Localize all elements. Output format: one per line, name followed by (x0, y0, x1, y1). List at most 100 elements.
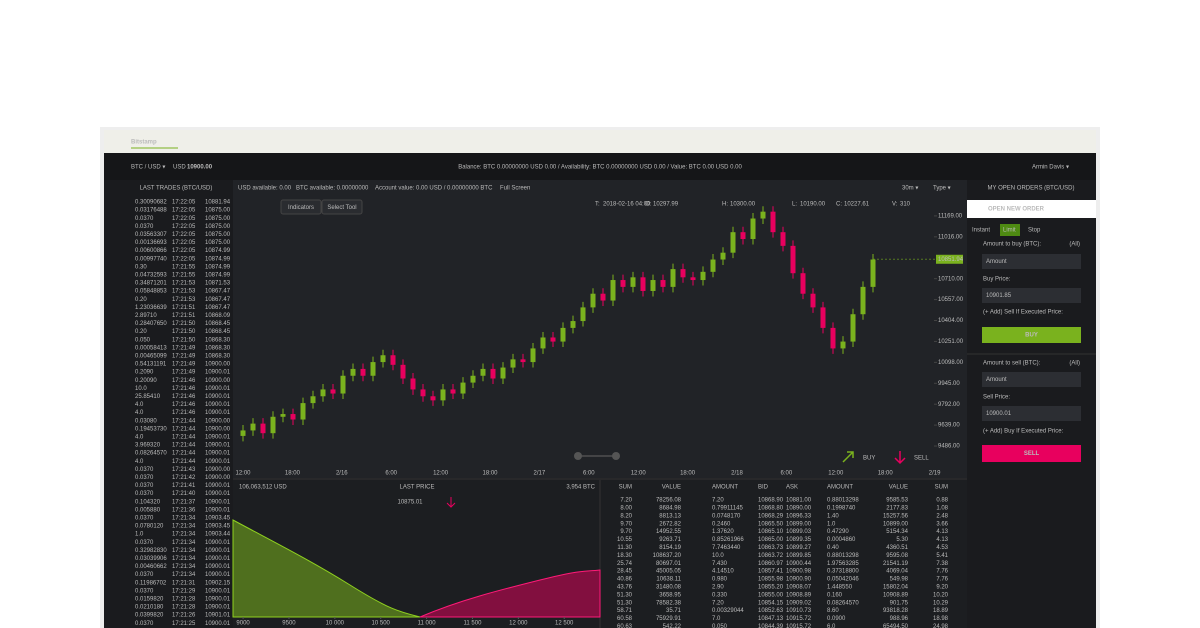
trade-amount: 0.104320 (135, 499, 161, 505)
order-book-cell: 51.30 (617, 600, 633, 606)
buy-shortcut[interactable]: BUY (863, 456, 875, 462)
depth-x-tick-label: 9500 (282, 621, 296, 627)
input-text[interactable]: Amount (986, 377, 1007, 383)
x-tick-label: 18:00 (878, 471, 894, 477)
trade-price: 10868.45 (205, 329, 231, 335)
order-book-cell: 10844.39 (758, 624, 784, 628)
trade-price: 10900.01 (205, 370, 231, 376)
input-text[interactable]: 10901.85 (986, 293, 1012, 299)
order-book-cell: 25.74 (617, 561, 633, 567)
ohlc-key: T: (595, 202, 600, 208)
toolbar-button[interactable] (280, 199, 322, 215)
trade-amount: 0.00058413 (135, 345, 167, 351)
user-menu[interactable]: Armin Davis ▾ (1032, 165, 1069, 171)
type-selector[interactable]: Type ▾ (933, 186, 951, 192)
order-book-cell: 7.20 (620, 498, 632, 504)
trade-price: 10900.01 (205, 596, 231, 602)
order-book-header: VALUE (889, 485, 908, 491)
trade-amount: 0.005880 (135, 507, 161, 513)
order-book-cell: 108637.20 (653, 553, 682, 559)
order-book-cell: 10852.63 (758, 608, 784, 614)
order-book-cell: 7.76 (936, 569, 948, 575)
order-book-cell: 8154.19 (659, 545, 681, 551)
depth-x-tick-label: 9000 (236, 621, 250, 627)
ohlc-value: 10300.00 (730, 202, 756, 208)
input[interactable] (982, 406, 1081, 421)
order-tab-label[interactable]: OPEN NEW ORDER (988, 207, 1045, 213)
x-tick-label: 6:00 (583, 471, 595, 477)
pair-selector[interactable]: BTC / USD ▾ (131, 165, 165, 171)
buy-arrow[interactable] (842, 451, 854, 463)
add-link[interactable]: (+ Add) Buy If Executed Price: (983, 429, 1064, 435)
ask-depth-area (419, 569, 601, 618)
y-tick-label: 10098.00 (938, 360, 964, 366)
sell-arrow[interactable] (894, 451, 906, 465)
zoom-in[interactable] (612, 452, 620, 460)
sell-button-label[interactable]: SELL (1024, 451, 1040, 457)
add-link[interactable]: (+ Add) Sell If Executed Price: (983, 310, 1063, 316)
trade-price: 10875.00 (205, 240, 231, 246)
order-book-cell: 8.60 (827, 608, 839, 614)
trade-amount: 0.0370 (135, 588, 154, 594)
all-link[interactable]: (All) (1069, 361, 1080, 367)
interval-selector[interactable]: 30m ▾ (902, 186, 918, 192)
trade-price: 10900.01 (205, 621, 231, 627)
candle-body (570, 321, 576, 328)
order-book-cell: 0.79911145 (712, 505, 743, 511)
input-text[interactable]: Amount (986, 259, 1007, 265)
input-text[interactable]: 10900.01 (986, 411, 1012, 417)
order-book-cell: 0.160 (827, 592, 843, 598)
order-book-header: BID (758, 485, 769, 491)
order-book-cell: 10899.00 (883, 521, 909, 527)
candle-body (290, 414, 296, 420)
ask-total: 3,954 BTC (566, 485, 595, 491)
candle-body (450, 389, 456, 394)
trade-amount: 0.30090682 (135, 200, 167, 206)
order-book-cell: 10855.20 (758, 584, 784, 590)
y-tick-label: 11016.00 (938, 234, 963, 240)
order-book-cell: 9.20 (936, 584, 948, 590)
order-book-cell: 2672.82 (659, 521, 681, 527)
input[interactable] (982, 288, 1081, 303)
buy-button-label[interactable]: BUY (1025, 333, 1038, 339)
toolbar-button-label[interactable]: Select Tool (327, 205, 356, 211)
field-label: Amount to buy (BTC): (983, 242, 1041, 248)
trade-amount: 0.20090 (135, 378, 157, 384)
trade-time: 17:22:05 (172, 240, 196, 246)
order-mode[interactable]: Instant (972, 228, 990, 234)
trade-amount: 0.0210180 (135, 605, 164, 611)
trade-amount: 4.0 (135, 434, 144, 440)
sell-button[interactable] (982, 445, 1081, 462)
x-tick-label: 6:00 (781, 471, 793, 477)
trade-time: 17:21:34 (172, 564, 196, 570)
trade-time: 17:21:49 (172, 345, 196, 351)
sell-shortcut[interactable]: SELL (914, 456, 929, 462)
trade-time: 17:21:44 (172, 459, 196, 465)
field-label: Buy Price: (983, 277, 1011, 283)
full-screen[interactable]: Full Screen (500, 186, 530, 192)
input[interactable] (982, 372, 1081, 387)
trade-amount: 0.03176488 (135, 208, 167, 214)
all-link[interactable]: (All) (1069, 242, 1080, 248)
input[interactable] (982, 254, 1081, 269)
order-mode[interactable]: Limit (1003, 228, 1016, 234)
trade-amount: 0.0370 (135, 475, 154, 481)
y-tick-label: 9945.00 (938, 381, 960, 387)
candle-body (800, 273, 806, 294)
trade-time: 17:21:46 (172, 386, 196, 392)
order-book-cell: 10899.00 (786, 521, 812, 527)
trade-amount: 0.0370 (135, 483, 154, 489)
buy-button[interactable] (982, 327, 1081, 343)
toolbar-button[interactable] (321, 199, 363, 215)
ohlc-key: C: (836, 202, 842, 208)
trade-price: 10900.00 (205, 362, 231, 368)
zoom-out[interactable] (574, 452, 582, 460)
btc-available: BTC available: 0.00000000 (296, 186, 369, 192)
toolbar-button-label[interactable]: Indicators (288, 205, 314, 211)
trade-price: 10900.00 (205, 418, 231, 424)
order-tab[interactable] (967, 200, 1096, 218)
mode-active[interactable] (1000, 224, 1020, 236)
order-mode[interactable]: Stop (1028, 228, 1041, 234)
order-book-cell: 4.14510 (712, 569, 734, 575)
trade-amount: 0.32982830 (135, 548, 167, 554)
